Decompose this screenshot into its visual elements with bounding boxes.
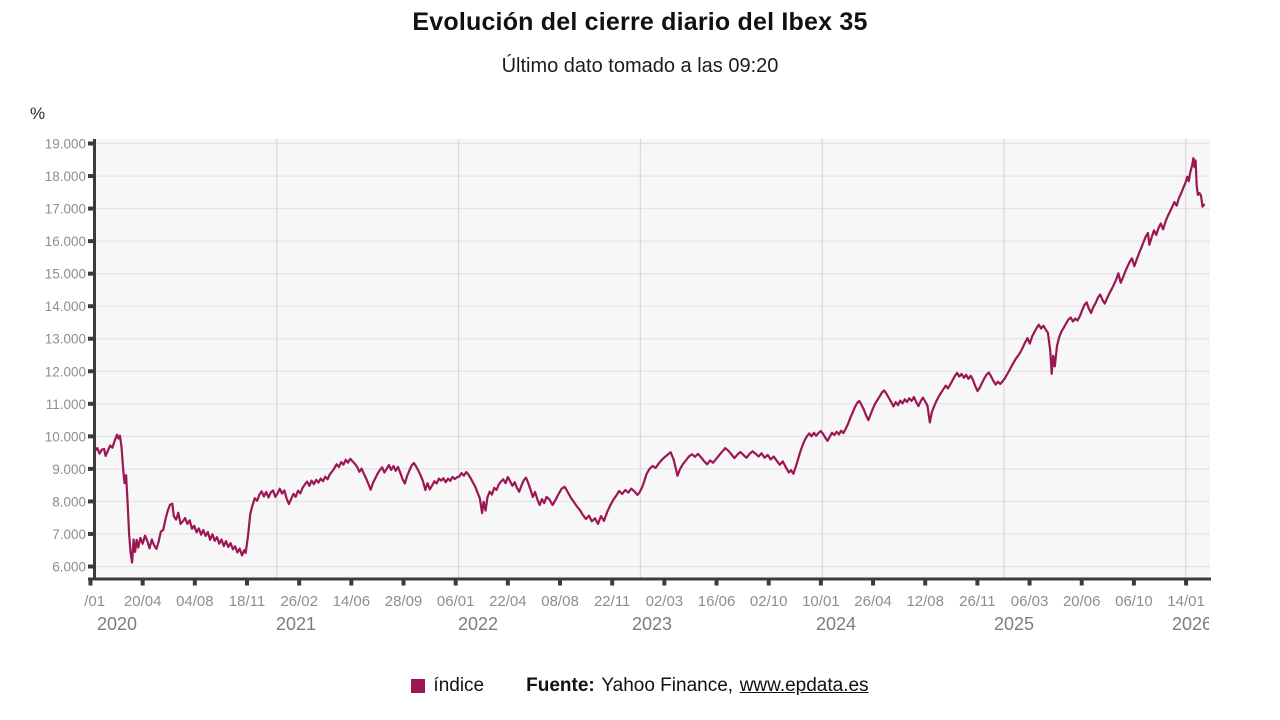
- year-label: 2020: [97, 614, 137, 634]
- x-tick-mark: [401, 579, 406, 586]
- chart-subtitle: Último dato tomado a las 09:20: [501, 55, 779, 77]
- x-tick-mark: [1027, 579, 1032, 586]
- y-tick-mark: [88, 466, 95, 471]
- y-tick-label: 19.000: [45, 137, 86, 152]
- x-tick-label: 16/06: [698, 593, 736, 610]
- x-tick-mark: [192, 579, 197, 586]
- x-tick-label: 06/10: [1115, 593, 1153, 610]
- x-tick-mark: [1079, 579, 1084, 586]
- x-tick-mark: [1184, 579, 1189, 586]
- x-tick-label: 20/06: [1063, 593, 1101, 610]
- ibex-line-chart: 6.000 7.000 8.000 9.000 10.000 11.000 12.000 13…: [45, 137, 1212, 634]
- x-tick-mark: [1131, 579, 1136, 586]
- y-tick-label: 17.000: [45, 202, 86, 217]
- year-label: 2026: [1172, 614, 1212, 634]
- y-tick-mark: [88, 174, 95, 179]
- y-tick-mark: [88, 434, 95, 439]
- y-tick-mark: [88, 401, 95, 406]
- y-tick-label: 6.000: [52, 560, 86, 575]
- year-label: 2025: [994, 614, 1034, 634]
- x-tick-label: 14/01: [1167, 593, 1205, 610]
- source-text: Yahoo Finance,: [601, 675, 734, 696]
- x-tick-label: 26/02: [280, 593, 318, 610]
- year-label: 2022: [458, 614, 498, 634]
- x-tick-mark: [297, 579, 302, 586]
- x-tick-label: 7/01: [76, 593, 105, 610]
- chart-footer: índice Fuente: Yahoo Finance, www.epdata…: [0, 675, 1280, 697]
- x-tick-label: 06/01: [437, 593, 475, 610]
- x-tick-label: 10/01: [802, 593, 840, 610]
- legend: índice: [411, 675, 484, 697]
- x-tick-label: 02/03: [646, 593, 684, 610]
- source: Fuente: Yahoo Finance, www.epdata.es: [526, 675, 868, 697]
- x-tick-mark: [245, 579, 250, 586]
- y-tick-mark: [88, 239, 95, 244]
- x-tick-label: 08/08: [541, 593, 579, 610]
- year-label: 2023: [632, 614, 672, 634]
- x-tick-label: 20/04: [124, 593, 162, 610]
- x-tick-mark: [871, 579, 876, 586]
- x-tick-label: 18/11: [229, 593, 265, 610]
- y-tick-mark: [88, 564, 95, 569]
- x-tick-mark: [766, 579, 771, 586]
- x-tick-mark: [714, 579, 719, 586]
- x-tick-label: 28/09: [385, 593, 423, 610]
- x-tick-mark: [505, 579, 510, 586]
- y-tick-mark: [88, 369, 95, 374]
- x-tick-mark: [610, 579, 615, 586]
- x-tick-label: 22/11: [594, 593, 630, 610]
- y-tick-mark: [88, 141, 95, 146]
- x-tick-label: 14/06: [333, 593, 371, 610]
- y-tick-label: 14.000: [45, 299, 86, 314]
- y-tick-label: 8.000: [52, 494, 86, 509]
- y-axis-line: [93, 139, 96, 580]
- y-tick-label: 7.000: [52, 527, 86, 542]
- legend-label: índice: [433, 675, 485, 696]
- x-tick-label: 12/08: [906, 593, 944, 610]
- x-tick-mark: [818, 579, 823, 586]
- y-tick-label: 9.000: [52, 462, 86, 477]
- x-tick-mark: [662, 579, 667, 586]
- x-tick-label-row: 7/01 20/04 04/08 18/11 26/02 14/06 28/09 06/01 2…: [76, 593, 1205, 610]
- y-tick-label: 18.000: [45, 169, 86, 184]
- x-tick-mark: [923, 579, 928, 586]
- x-tick-label: 06/03: [1011, 593, 1049, 610]
- x-tick-mark: [88, 579, 93, 586]
- y-tick-mark: [88, 531, 95, 536]
- x-tick-label: 02/10: [750, 593, 788, 610]
- y-tick-label: 11.000: [46, 397, 86, 412]
- y-tick-mark: [88, 304, 95, 309]
- x-tick-label: 26/04: [854, 593, 892, 610]
- x-tick-mark: [349, 579, 354, 586]
- legend-swatch: [411, 679, 426, 693]
- x-tick-label: 26/11: [959, 593, 995, 610]
- y-tick-label: 13.000: [45, 332, 86, 347]
- y-tick-mark: [88, 271, 95, 276]
- y-tick-label: 15.000: [45, 267, 86, 282]
- x-tick-label: 04/08: [176, 593, 214, 610]
- x-axis-line: [88, 577, 1211, 581]
- y-tick-mark: [88, 499, 95, 504]
- source-link[interactable]: www.epdata.es: [739, 675, 869, 696]
- y-tick-label: 12.000: [45, 364, 86, 379]
- y-tick-label: 16.000: [45, 234, 86, 249]
- y-axis-unit-label: %: [30, 104, 46, 123]
- plot-background: [95, 139, 1210, 578]
- index-price-line: [93, 157, 1206, 564]
- year-label-row: 2020 2021 2022 2023 2024 2025 2026: [97, 614, 1212, 634]
- year-label: 2021: [276, 614, 316, 634]
- year-label: 2024: [816, 614, 856, 634]
- x-tick-mark: [140, 579, 145, 586]
- y-tick-label: 10.000: [45, 429, 86, 444]
- y-tick-mark: [88, 336, 95, 341]
- source-label: Fuente:: [526, 675, 595, 696]
- x-tick-mark: [558, 579, 563, 586]
- x-tick-label: 22/04: [489, 593, 527, 610]
- y-tick-mark: [88, 206, 95, 211]
- x-tick-mark: [975, 579, 980, 586]
- x-tick-mark: [453, 579, 458, 586]
- chart-title: Evolución del cierre diario del Ibex 35: [412, 8, 868, 36]
